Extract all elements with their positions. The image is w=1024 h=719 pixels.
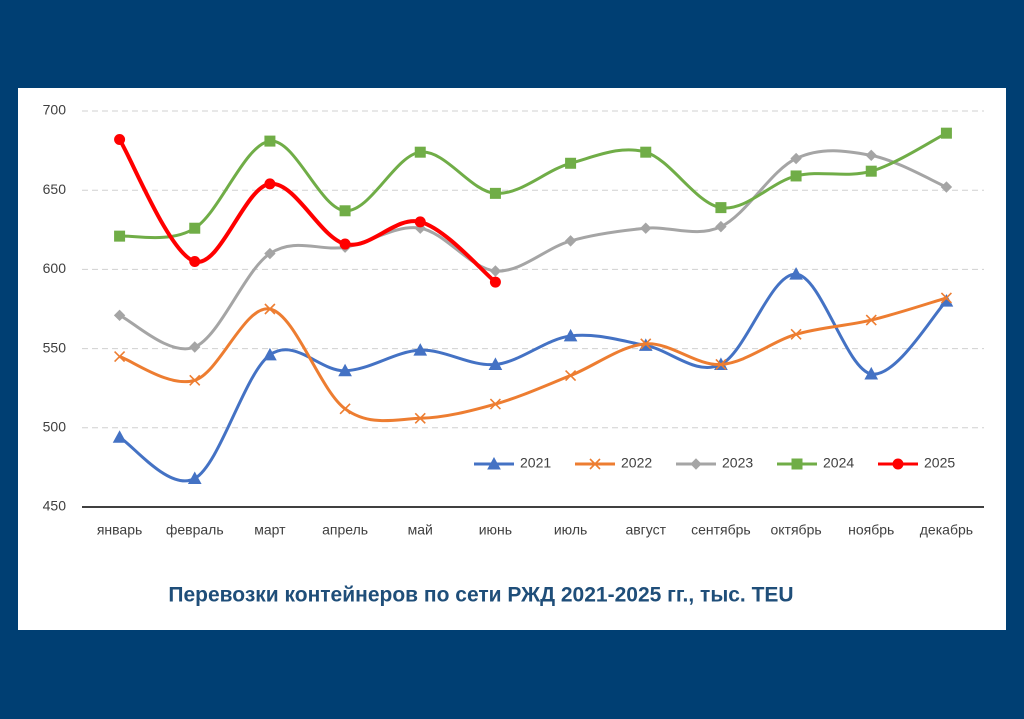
marker [488, 357, 503, 370]
marker [690, 458, 702, 470]
legend-label: 2022 [621, 455, 652, 471]
marker [339, 205, 351, 217]
x-tick-label: сентябрь [691, 522, 751, 538]
marker [489, 276, 501, 288]
legend-label: 2021 [520, 455, 551, 471]
x-tick-label: октябрь [770, 522, 821, 538]
marker [790, 152, 802, 165]
marker [790, 328, 802, 340]
marker [790, 170, 802, 182]
marker [264, 135, 276, 147]
legend-label: 2024 [823, 455, 854, 471]
y-tick-label: 550 [43, 339, 67, 355]
marker [564, 235, 577, 247]
x-tick-label: февраль [166, 522, 224, 538]
marker [187, 471, 202, 484]
marker [189, 374, 201, 386]
x-tick-label: март [254, 522, 286, 538]
marker [715, 202, 727, 214]
marker [865, 165, 877, 177]
marker [414, 412, 426, 424]
y-tick-label: 600 [43, 260, 67, 276]
marker [791, 458, 803, 470]
marker [489, 398, 501, 410]
marker [189, 222, 201, 234]
marker [864, 366, 879, 380]
y-tick-label: 500 [43, 419, 67, 435]
marker [264, 247, 276, 260]
marker [189, 255, 201, 267]
x-tick-label: май [408, 522, 433, 538]
marker [263, 347, 277, 361]
series-line [118, 272, 948, 483]
marker [640, 222, 652, 234]
marker [940, 292, 952, 304]
x-tick-label: ноябрь [848, 522, 894, 538]
legend-label: 2025 [924, 455, 955, 471]
marker [489, 187, 501, 199]
x-tick-label: апрель [322, 522, 368, 538]
marker [339, 238, 351, 250]
marker [114, 230, 126, 242]
marker [189, 341, 201, 353]
x-tick-label: июнь [479, 522, 512, 538]
marker [940, 127, 952, 139]
y-tick-label: 650 [43, 181, 67, 197]
x-tick-label: август [625, 522, 666, 538]
marker [114, 350, 126, 363]
x-tick-label: январь [97, 522, 142, 538]
marker [715, 220, 727, 233]
marker [487, 456, 501, 470]
marker [565, 157, 577, 169]
x-tick-label: июль [554, 522, 587, 538]
marker [413, 343, 428, 356]
marker [640, 338, 652, 350]
y-tick-label: 700 [43, 102, 67, 118]
marker [565, 369, 577, 382]
x-tick-label: декабрь [920, 522, 973, 538]
marker [338, 363, 352, 377]
marker [640, 146, 652, 158]
marker [113, 309, 126, 322]
marker [563, 328, 578, 342]
marker [892, 458, 904, 470]
marker [715, 358, 727, 371]
marker [789, 267, 803, 280]
marker [489, 265, 502, 277]
marker [865, 314, 877, 326]
legend-label: 2023 [722, 455, 753, 471]
marker [264, 303, 276, 315]
marker [589, 458, 601, 470]
marker [865, 149, 877, 162]
marker [264, 178, 276, 190]
marker [114, 134, 126, 146]
y-tick-label: 450 [43, 498, 67, 514]
marker [414, 216, 426, 228]
marker [112, 430, 127, 443]
marker [339, 403, 351, 415]
chart-title: Перевозки контейнеров по сети РЖД 2021-2… [168, 584, 793, 607]
marker [940, 181, 953, 193]
marker [414, 146, 426, 158]
